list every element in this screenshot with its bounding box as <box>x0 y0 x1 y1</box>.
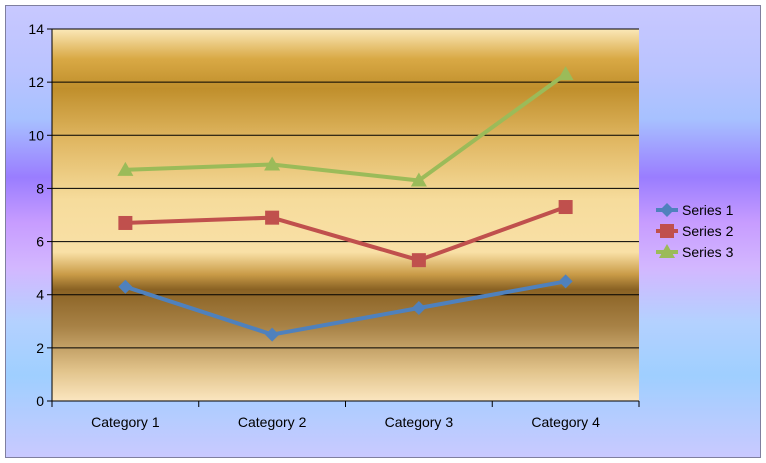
data-point <box>411 253 426 268</box>
data-point <box>411 301 426 315</box>
y-tick-label: 12 <box>28 74 44 90</box>
data-point <box>118 215 133 230</box>
data-point <box>264 156 281 171</box>
series-1 <box>118 274 573 342</box>
series-line <box>124 279 566 337</box>
legend-label: Series 1 <box>682 202 734 218</box>
data-point <box>117 161 134 176</box>
legend-label: Series 3 <box>682 244 734 260</box>
x-tick-label: Category 2 <box>238 414 307 430</box>
series-group <box>117 66 574 342</box>
series-line <box>125 72 567 183</box>
data-point <box>265 327 280 342</box>
x-tick-label: Category 1 <box>91 414 160 430</box>
x-tick-label: Category 3 <box>385 414 454 430</box>
y-tick-label: 2 <box>36 340 44 356</box>
legend-item: Series 3 <box>656 244 734 260</box>
series-2 <box>118 200 573 268</box>
legend-marker <box>660 224 674 238</box>
y-tick-label: 14 <box>28 21 44 37</box>
series-line <box>125 205 567 263</box>
axes: 0 2 4 6 8 10 12 14 Category 1 Category 2 Category … <box>28 21 640 430</box>
y-tick-label: 8 <box>36 180 44 196</box>
data-point <box>557 66 574 81</box>
x-tick-label: Category 4 <box>531 414 600 430</box>
y-tick-label: 6 <box>36 234 44 250</box>
data-point <box>558 274 573 289</box>
data-point <box>265 210 280 225</box>
data-point <box>410 172 427 187</box>
y-tick-label: 0 <box>36 393 44 409</box>
legend: Series 1 Series 2 Series 3 <box>656 202 734 260</box>
legend-item: Series 2 <box>656 223 734 239</box>
y-tick-label: 4 <box>36 287 44 303</box>
legend-item: Series 1 <box>656 202 734 218</box>
data-point <box>558 200 573 215</box>
data-point <box>118 279 133 294</box>
legend-marker <box>660 203 674 217</box>
legend-label: Series 2 <box>682 223 734 239</box>
series-3 <box>117 66 574 187</box>
y-tick-label: 10 <box>28 127 44 143</box>
legend-marker <box>659 244 675 258</box>
